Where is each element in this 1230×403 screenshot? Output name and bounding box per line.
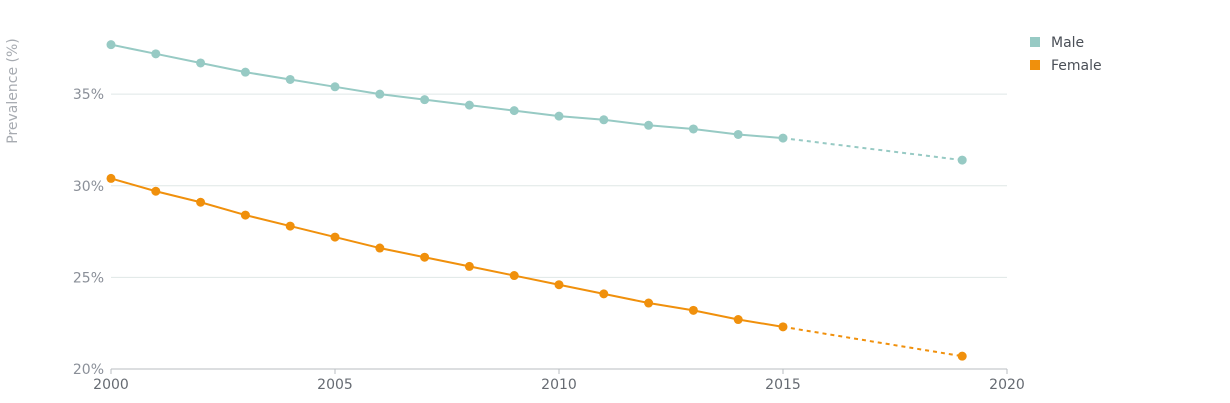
data-point-male: [644, 120, 654, 130]
data-point-female: [733, 315, 743, 325]
data-point-female: [644, 298, 654, 308]
data-point-male: [285, 74, 295, 84]
series-male: [106, 40, 967, 165]
y-tick-label: 25%: [73, 270, 104, 286]
data-point-female: [554, 280, 564, 290]
x-tick-label: 2020: [989, 377, 1025, 393]
data-point-female: [330, 232, 340, 242]
y-tick-label: 20%: [73, 362, 104, 378]
series-female: [106, 173, 967, 361]
data-point-female: [599, 289, 609, 299]
legend: Male Female: [1030, 35, 1102, 74]
data-point-female: [285, 221, 295, 231]
data-point-female: [509, 271, 519, 281]
data-point-male: [688, 124, 698, 134]
y-axis-title: Prevalence (%): [5, 38, 21, 144]
data-point-male: [554, 111, 564, 121]
legend-swatch-male: [1030, 37, 1040, 47]
data-point-female: [196, 197, 206, 207]
projection-line-male: [782, 137, 963, 162]
data-point-male: [778, 133, 788, 143]
projection-point-female: [957, 351, 967, 361]
data-point-female: [375, 243, 385, 253]
legend-label-female: Female: [1051, 58, 1102, 74]
projection-line-female: [782, 325, 963, 358]
data-point-male: [151, 49, 161, 59]
data-point-male: [330, 82, 340, 92]
data-point-female: [778, 322, 788, 332]
data-point-male: [240, 67, 250, 77]
y-tick-label: 30%: [73, 179, 104, 195]
data-point-male: [106, 40, 116, 50]
data-point-female: [688, 305, 698, 315]
data-point-female: [240, 210, 250, 220]
data-point-male: [733, 129, 743, 139]
data-point-male: [464, 100, 474, 110]
x-tick-label: 2005: [317, 377, 353, 393]
x-tick-label: 2000: [93, 377, 129, 393]
series-line-female: [110, 177, 784, 328]
gridlines: [111, 93, 1007, 278]
x-axis: 2000 2005 2010 2015 2020: [93, 368, 1025, 393]
data-point-male: [375, 89, 385, 99]
projection-point-male: [957, 155, 967, 165]
data-point-female: [106, 173, 116, 183]
data-point-male: [599, 115, 609, 125]
legend-label-male: Male: [1051, 35, 1084, 51]
x-tick-label: 2015: [765, 377, 801, 393]
data-point-female: [420, 252, 430, 262]
series-group: [106, 40, 967, 361]
y-tick-label: 35%: [73, 87, 104, 103]
legend-swatch-female: [1030, 60, 1040, 70]
data-point-male: [420, 95, 430, 105]
data-point-male: [509, 106, 519, 116]
data-point-female: [151, 186, 161, 196]
x-tick-label: 2010: [541, 377, 577, 393]
series-line-male: [110, 43, 784, 140]
y-axis: 20% 25% 30% 35%: [73, 87, 104, 378]
data-point-female: [464, 261, 474, 271]
data-point-male: [196, 58, 206, 68]
